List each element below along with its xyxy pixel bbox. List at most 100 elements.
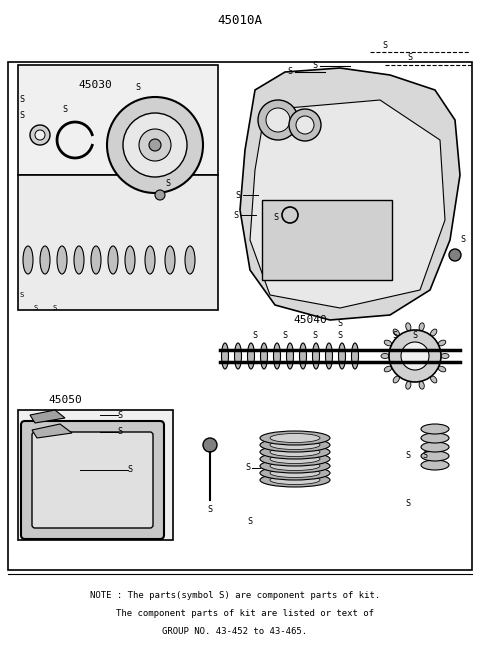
Text: 45010A: 45010A bbox=[217, 14, 263, 26]
Text: GROUP NO. 43-452 to 43-465.: GROUP NO. 43-452 to 43-465. bbox=[162, 627, 308, 637]
Text: S: S bbox=[34, 305, 38, 311]
Text: S: S bbox=[460, 235, 466, 244]
Text: 45030: 45030 bbox=[78, 80, 112, 90]
Text: S: S bbox=[406, 451, 410, 459]
Ellipse shape bbox=[381, 353, 389, 359]
Ellipse shape bbox=[438, 340, 446, 346]
Text: S: S bbox=[412, 332, 418, 340]
Ellipse shape bbox=[165, 246, 175, 274]
Text: S: S bbox=[248, 518, 252, 526]
Polygon shape bbox=[240, 68, 460, 320]
Circle shape bbox=[389, 330, 441, 382]
FancyBboxPatch shape bbox=[32, 432, 153, 528]
Ellipse shape bbox=[91, 246, 101, 274]
Text: The component parts of kit are listed or text of: The component parts of kit are listed or… bbox=[116, 610, 374, 618]
Ellipse shape bbox=[406, 323, 411, 330]
Ellipse shape bbox=[421, 460, 449, 470]
Ellipse shape bbox=[270, 455, 320, 463]
Text: 45040: 45040 bbox=[293, 315, 327, 325]
Text: S: S bbox=[20, 292, 24, 298]
Ellipse shape bbox=[23, 246, 33, 274]
Polygon shape bbox=[32, 424, 72, 438]
Circle shape bbox=[266, 108, 290, 132]
Ellipse shape bbox=[270, 461, 320, 470]
Circle shape bbox=[139, 129, 171, 161]
Text: S: S bbox=[406, 499, 410, 507]
Ellipse shape bbox=[260, 452, 330, 466]
Ellipse shape bbox=[260, 431, 330, 445]
Ellipse shape bbox=[300, 343, 307, 369]
Text: S: S bbox=[337, 332, 343, 340]
Ellipse shape bbox=[260, 466, 330, 480]
Text: S: S bbox=[118, 428, 122, 436]
Ellipse shape bbox=[74, 246, 84, 274]
Ellipse shape bbox=[338, 343, 346, 369]
Ellipse shape bbox=[274, 343, 280, 369]
Text: S: S bbox=[393, 332, 397, 340]
Ellipse shape bbox=[221, 343, 228, 369]
Ellipse shape bbox=[270, 476, 320, 484]
Text: S: S bbox=[422, 451, 428, 459]
Ellipse shape bbox=[325, 343, 333, 369]
Ellipse shape bbox=[351, 343, 359, 369]
Text: S: S bbox=[135, 83, 141, 93]
Ellipse shape bbox=[260, 445, 330, 459]
Ellipse shape bbox=[438, 366, 446, 372]
Ellipse shape bbox=[393, 376, 399, 383]
Ellipse shape bbox=[384, 366, 392, 372]
Ellipse shape bbox=[421, 442, 449, 452]
Text: S: S bbox=[283, 332, 288, 340]
Ellipse shape bbox=[270, 434, 320, 443]
Text: S: S bbox=[236, 191, 240, 200]
Circle shape bbox=[149, 139, 161, 151]
Circle shape bbox=[155, 190, 165, 200]
Ellipse shape bbox=[125, 246, 135, 274]
Bar bbox=[18, 65, 218, 175]
Text: S: S bbox=[166, 179, 170, 187]
Text: S: S bbox=[20, 110, 24, 120]
Ellipse shape bbox=[287, 343, 293, 369]
Ellipse shape bbox=[431, 329, 437, 336]
Ellipse shape bbox=[108, 246, 118, 274]
Circle shape bbox=[258, 100, 298, 140]
Ellipse shape bbox=[270, 447, 320, 457]
Text: S: S bbox=[288, 68, 292, 76]
Ellipse shape bbox=[421, 424, 449, 434]
Circle shape bbox=[107, 97, 203, 193]
Ellipse shape bbox=[260, 473, 330, 487]
Text: S: S bbox=[207, 505, 213, 514]
Ellipse shape bbox=[384, 340, 392, 346]
Bar bbox=[8, 62, 472, 570]
Text: S: S bbox=[337, 319, 343, 327]
Ellipse shape bbox=[419, 381, 424, 389]
Polygon shape bbox=[30, 410, 65, 423]
Text: S: S bbox=[245, 463, 251, 472]
Text: S: S bbox=[408, 53, 412, 62]
Text: S: S bbox=[252, 332, 257, 340]
Ellipse shape bbox=[431, 376, 437, 383]
Ellipse shape bbox=[260, 438, 330, 452]
Ellipse shape bbox=[393, 329, 399, 336]
Circle shape bbox=[449, 249, 461, 261]
FancyBboxPatch shape bbox=[21, 421, 164, 539]
Circle shape bbox=[30, 125, 50, 145]
Circle shape bbox=[296, 116, 314, 134]
Ellipse shape bbox=[235, 343, 241, 369]
Text: S: S bbox=[128, 466, 132, 474]
Ellipse shape bbox=[185, 246, 195, 274]
Text: S: S bbox=[312, 62, 317, 70]
Text: 45050: 45050 bbox=[48, 395, 82, 405]
Text: S: S bbox=[233, 210, 239, 219]
Text: S: S bbox=[118, 411, 122, 420]
Text: S: S bbox=[312, 332, 317, 340]
Circle shape bbox=[289, 109, 321, 141]
Ellipse shape bbox=[261, 343, 267, 369]
Ellipse shape bbox=[421, 451, 449, 461]
Text: S: S bbox=[274, 214, 278, 223]
Circle shape bbox=[401, 342, 429, 370]
Circle shape bbox=[203, 438, 217, 452]
Ellipse shape bbox=[40, 246, 50, 274]
Ellipse shape bbox=[312, 343, 320, 369]
Ellipse shape bbox=[441, 353, 449, 359]
Ellipse shape bbox=[270, 468, 320, 478]
